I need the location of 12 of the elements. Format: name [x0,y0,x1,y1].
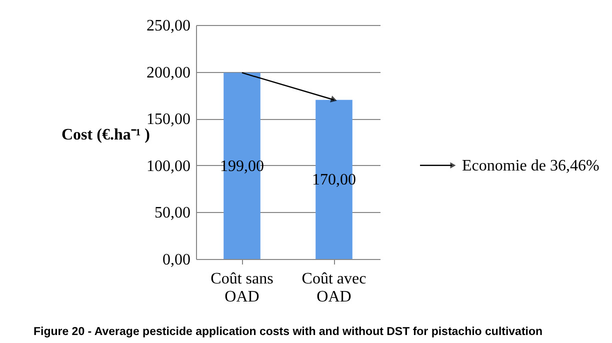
x-tick-label: Coût avec OAD [302,270,366,306]
x-tick-label: Coût sans OAD [210,270,274,306]
y-tick-label: 0,00 [162,252,190,268]
text: Economie de 36,46% [462,157,600,174]
y-tick-label: 250,00 [146,18,190,34]
data-label: 199,00 [220,158,264,175]
y-tick-label: 50,00 [154,204,190,222]
text: Figure 20 - Average pesticide application costs with and without DST for pistachio cultivation [33,326,543,338]
y-tick-label: 100,00 [146,158,190,175]
y-axis-title: Cost (€.ha⁻¹ ) [62,126,150,144]
y-tick-label: 200,00 [146,64,190,82]
y-tick-label: 150,00 [146,111,190,128]
